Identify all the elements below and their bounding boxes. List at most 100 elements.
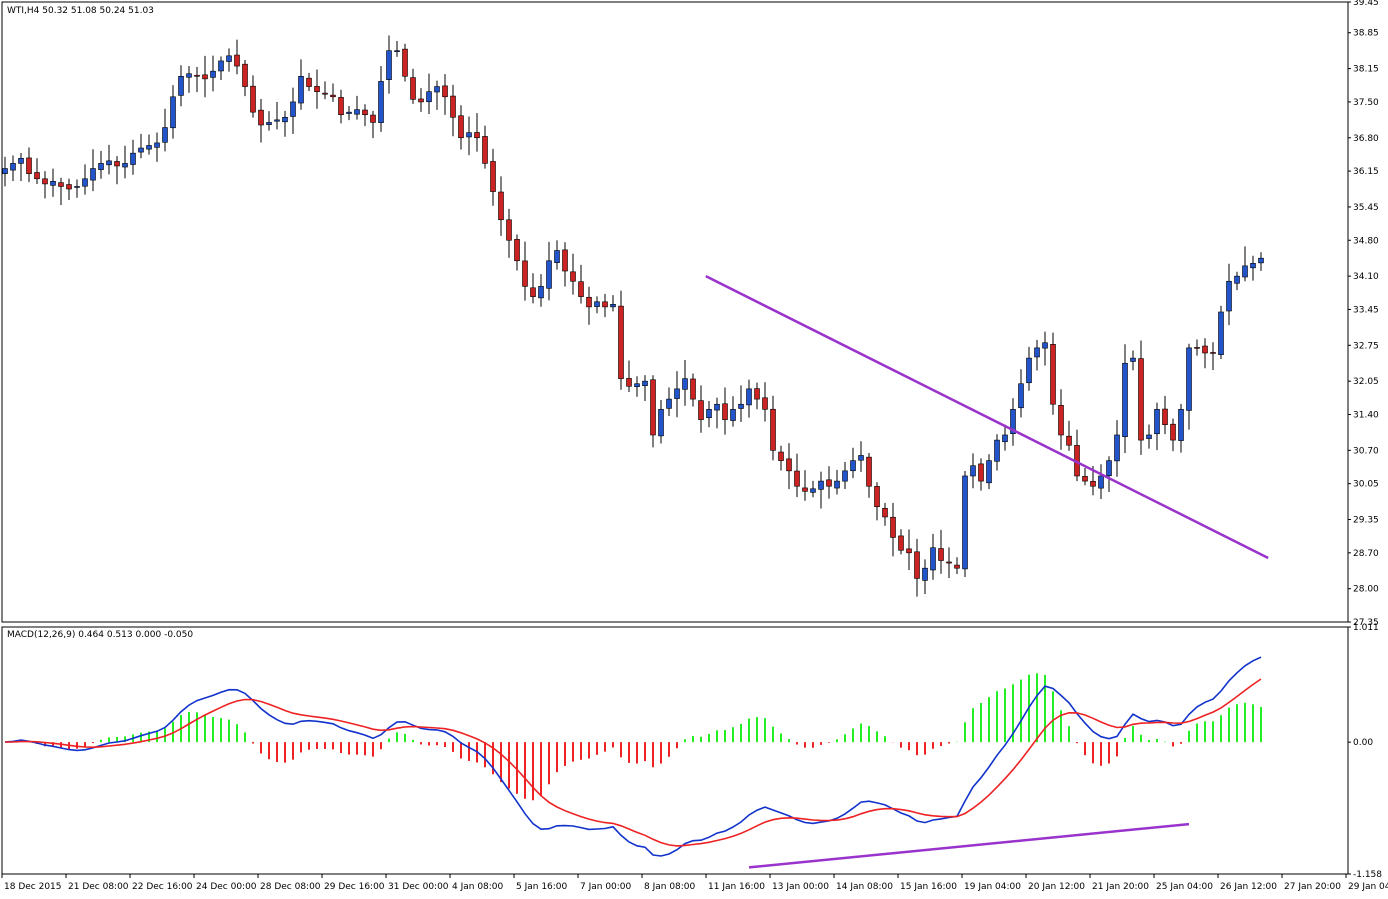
macd-line bbox=[4, 656, 1262, 857]
candle-bull bbox=[186, 73, 192, 78]
candle-bull bbox=[1234, 275, 1240, 284]
candle-bull bbox=[970, 465, 976, 477]
candle-bull bbox=[466, 132, 472, 138]
candle-bull bbox=[1026, 357, 1032, 384]
macd-panel-frame bbox=[1, 626, 1349, 875]
candle-bull bbox=[1130, 357, 1136, 362]
candle-bear bbox=[562, 249, 568, 272]
x-axis: 18 Dec 2015 21 Dec 08:00 22 Dec 16:00 24 De… bbox=[1, 874, 1388, 892]
candle-bull bbox=[1258, 257, 1264, 264]
candle-bull bbox=[346, 111, 352, 114]
price-y-tick-label: 38.85 bbox=[1353, 29, 1379, 39]
price-y-tick-label: 33.45 bbox=[1353, 305, 1379, 315]
candle-bear bbox=[330, 94, 336, 98]
candle-bull bbox=[850, 460, 856, 472]
candle-bull bbox=[2, 168, 8, 174]
candle-bull bbox=[658, 409, 664, 437]
candle-bear bbox=[114, 161, 120, 167]
candle-bear bbox=[778, 451, 784, 461]
price-y-tick-label: 39.45 bbox=[1353, 0, 1379, 8]
x-tick-label: 24 Dec 00:00 bbox=[196, 882, 257, 892]
candle-bear bbox=[250, 85, 256, 113]
x-tick-label: 20 Jan 12:00 bbox=[1028, 882, 1085, 892]
candle-bull bbox=[930, 547, 936, 571]
candle-bear bbox=[362, 109, 368, 116]
x-tick-label: 26 Jan 12:00 bbox=[1220, 882, 1277, 892]
candle-bull bbox=[1146, 434, 1152, 439]
candle-bear bbox=[802, 487, 808, 492]
candle-bull bbox=[1186, 347, 1192, 411]
price-y-tick-label: 28.00 bbox=[1353, 585, 1379, 595]
candle-bull bbox=[1218, 311, 1224, 355]
candle-bull bbox=[554, 250, 560, 263]
macd-trendline bbox=[748, 822, 1190, 869]
candle-bear bbox=[1210, 352, 1216, 354]
price-y-tick-label: 28.70 bbox=[1353, 549, 1379, 559]
candle-bear bbox=[506, 219, 512, 241]
x-tick-label: 13 Jan 00:00 bbox=[772, 882, 829, 892]
candle-bull bbox=[122, 163, 128, 168]
x-tick-label: 28 Dec 08:00 bbox=[260, 882, 321, 892]
candle-bear bbox=[402, 48, 408, 77]
price-panel-frame bbox=[1, 1, 1349, 623]
candle-bull bbox=[226, 55, 232, 62]
x-tick-label: 15 Jan 16:00 bbox=[900, 882, 957, 892]
candle-bull bbox=[50, 181, 56, 186]
candle-bear bbox=[1082, 476, 1088, 482]
x-tick-label: 21 Dec 08:00 bbox=[68, 882, 129, 892]
signal-line bbox=[4, 678, 1262, 847]
candle-bear bbox=[890, 516, 896, 538]
candle-bull bbox=[666, 398, 672, 409]
candle-bear bbox=[698, 400, 704, 420]
candle-bear bbox=[794, 470, 800, 487]
candle-bull bbox=[10, 163, 16, 171]
candle-bull bbox=[178, 75, 184, 96]
price-y-tick-label: 32.75 bbox=[1353, 341, 1379, 351]
candle-bull bbox=[962, 475, 968, 570]
candle-bear bbox=[1162, 408, 1168, 426]
candle-bull bbox=[266, 122, 272, 125]
candle-bull bbox=[138, 147, 144, 153]
macd-y-tick-label: -1.158 bbox=[1353, 870, 1382, 880]
price-y-axis: 39.45 38.85 38.15 37.50 36.80 36.15 35.45 34.80… bbox=[1348, 0, 1379, 628]
price-trendline-segment bbox=[705, 275, 1269, 560]
candle-bull bbox=[354, 109, 360, 115]
x-tick-label: 22 Dec 16:00 bbox=[132, 882, 193, 892]
candle-bull bbox=[1018, 383, 1024, 409]
candle-bear bbox=[1138, 358, 1144, 441]
price-y-tick-label: 30.05 bbox=[1353, 480, 1379, 490]
candle-bear bbox=[978, 463, 984, 482]
candle-bear bbox=[450, 95, 456, 118]
candle-bull bbox=[738, 403, 744, 409]
candle-bear bbox=[530, 287, 536, 297]
candle-bull bbox=[210, 70, 216, 78]
candle-bear bbox=[866, 456, 872, 487]
candle-bear bbox=[418, 98, 424, 103]
candle-bull bbox=[282, 116, 288, 123]
candle-bull bbox=[714, 403, 720, 411]
candle-bear bbox=[1170, 423, 1176, 441]
candle-bull bbox=[146, 145, 152, 150]
candle-bear bbox=[898, 535, 904, 551]
candle-bear bbox=[1202, 345, 1208, 354]
macd-lines bbox=[4, 656, 1262, 857]
price-y-tick-label: 35.45 bbox=[1353, 203, 1379, 213]
candle-bear bbox=[618, 305, 624, 379]
candle-bear bbox=[234, 54, 240, 67]
price-y-tick-label: 34.80 bbox=[1353, 236, 1379, 246]
candle-bull bbox=[386, 50, 392, 80]
price-y-tick-label: 36.80 bbox=[1353, 134, 1379, 144]
candle-bull bbox=[106, 160, 112, 166]
x-tick-label: 31 Dec 00:00 bbox=[388, 882, 449, 892]
price-y-tick-label: 29.35 bbox=[1353, 516, 1379, 526]
x-tick-label: 4 Jan 08:00 bbox=[452, 882, 504, 892]
price-candles bbox=[2, 35, 1264, 597]
candle-bull bbox=[682, 378, 688, 390]
candle-bear bbox=[202, 74, 208, 80]
candle-bear bbox=[946, 561, 952, 564]
candle-bear bbox=[1058, 405, 1064, 436]
candle-bull bbox=[610, 304, 616, 308]
x-tick-label: 21 Jan 20:00 bbox=[1092, 882, 1149, 892]
candle-bear bbox=[490, 161, 496, 192]
x-tick-label: 18 Dec 2015 bbox=[4, 882, 62, 892]
